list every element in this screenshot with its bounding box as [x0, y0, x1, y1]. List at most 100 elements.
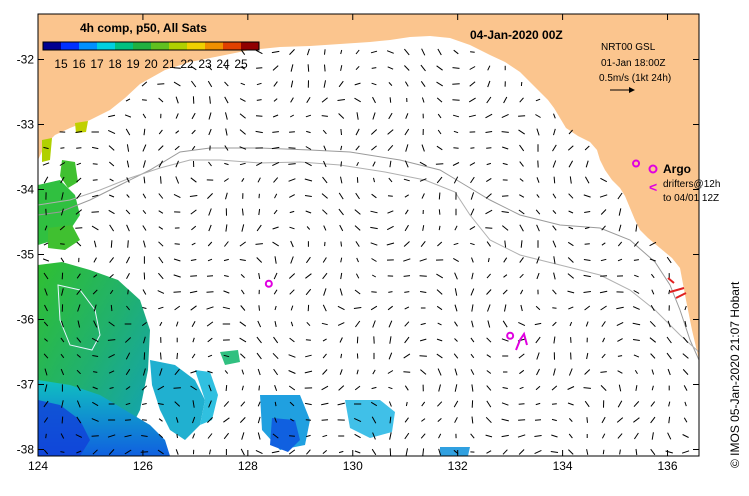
colorbar-tick-label: 25 — [234, 57, 248, 71]
current-vector — [501, 338, 509, 342]
current-vector — [468, 97, 476, 103]
current-vector — [419, 178, 427, 182]
current-vector — [665, 450, 673, 454]
colorbar-cell — [169, 42, 188, 50]
current-vector — [223, 354, 230, 358]
current-vector — [323, 145, 327, 151]
current-vector — [340, 241, 342, 247]
current-vector — [370, 242, 378, 246]
current-vector — [471, 416, 474, 424]
current-vector — [239, 162, 246, 166]
current-vector — [340, 145, 343, 151]
current-vector — [388, 352, 393, 360]
current-vector — [256, 67, 263, 69]
current-vector — [520, 289, 524, 295]
current-vector — [93, 240, 97, 248]
current-vector — [584, 305, 591, 311]
current-vector — [600, 177, 608, 183]
current-vector — [404, 81, 409, 87]
current-vector — [601, 321, 606, 327]
current-vector — [436, 97, 443, 103]
current-vector — [470, 369, 475, 375]
current-vector — [175, 176, 180, 184]
current-vector — [224, 66, 229, 70]
current-vector — [568, 210, 574, 214]
current-vector — [239, 241, 246, 247]
current-vector — [601, 416, 606, 424]
current-vector — [438, 384, 441, 392]
current-vector — [306, 226, 311, 230]
current-vector — [356, 112, 359, 120]
current-vector — [519, 369, 525, 375]
colorbar-title: 4h comp, p50, All Sats — [80, 21, 207, 35]
colorbar-frame — [42, 41, 260, 51]
current-vector — [207, 417, 213, 423]
current-vector — [274, 320, 277, 328]
sst-patches — [38, 121, 470, 456]
current-vector — [108, 321, 115, 327]
current-vector — [404, 209, 409, 215]
current-vector — [61, 400, 64, 408]
current-vector — [567, 290, 575, 294]
current-vector — [650, 448, 656, 456]
current-vector — [223, 401, 230, 407]
current-vector — [240, 82, 246, 86]
current-vector — [240, 353, 246, 359]
current-vector — [191, 242, 196, 246]
current-vector — [519, 273, 524, 279]
current-vector — [323, 80, 326, 88]
current-vector — [321, 385, 329, 391]
current-vector — [553, 368, 556, 376]
current-vector — [240, 448, 245, 456]
current-vector — [322, 434, 328, 438]
current-vector — [288, 178, 296, 182]
current-vector — [190, 209, 197, 215]
current-vector — [91, 337, 99, 343]
current-vector — [668, 401, 671, 407]
current-vector — [371, 416, 377, 424]
current-vector — [356, 257, 359, 263]
current-vector — [158, 193, 164, 199]
current-vector — [601, 225, 606, 231]
current-vector — [519, 194, 525, 198]
current-vector — [553, 128, 556, 136]
current-vector — [600, 305, 607, 311]
lon-tick-label: 136 — [658, 459, 678, 473]
current-vector — [76, 177, 82, 183]
current-vector — [174, 145, 180, 151]
current-vector — [371, 448, 377, 456]
current-vector — [585, 160, 589, 168]
current-vector — [76, 273, 81, 279]
current-vector — [534, 435, 542, 437]
current-vector — [651, 385, 654, 391]
current-vector — [190, 177, 197, 183]
current-vector — [536, 128, 540, 136]
colorbar-tick-label: 23 — [198, 57, 212, 71]
current-vector — [371, 145, 377, 151]
current-vector — [599, 194, 608, 198]
current-vector — [602, 337, 606, 343]
current-vector — [389, 432, 392, 440]
argo-float-marker — [632, 159, 641, 168]
current-vector — [501, 225, 509, 231]
current-vector — [486, 450, 492, 454]
current-vector — [454, 225, 458, 231]
current-vector — [225, 192, 228, 200]
current-vector — [44, 225, 48, 231]
current-vector — [667, 432, 672, 440]
current-vector — [176, 433, 178, 439]
current-vector — [191, 129, 196, 135]
current-vector — [518, 403, 525, 405]
current-vector — [143, 240, 146, 248]
current-vector — [485, 434, 493, 438]
current-vector — [256, 257, 263, 263]
current-vector — [501, 434, 509, 438]
current-vector — [125, 98, 131, 102]
current-vector — [288, 449, 296, 455]
current-vector — [617, 192, 623, 200]
current-vector — [469, 81, 476, 87]
current-vector — [682, 434, 689, 438]
current-vector — [617, 338, 623, 342]
current-vector — [321, 322, 328, 326]
